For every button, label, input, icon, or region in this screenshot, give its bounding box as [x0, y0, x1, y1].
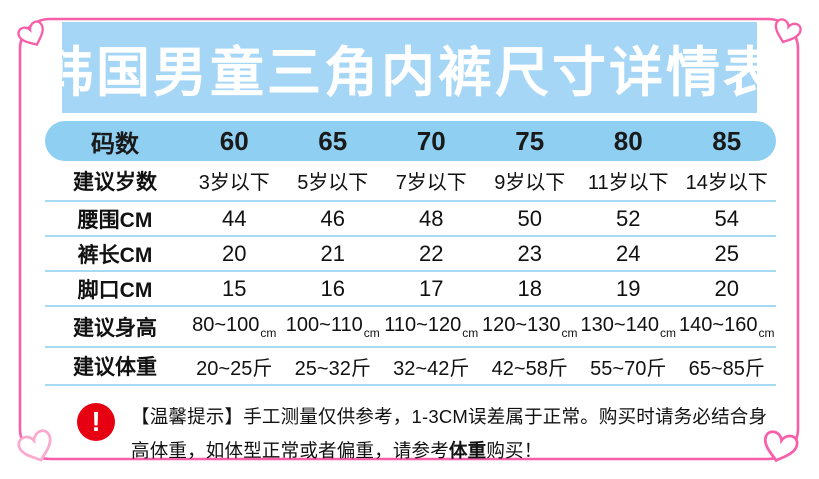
notice-line-1: 【温馨提示】手工测量仅供参考，1-3CM误差属于正常。购买时请务必结合身高体重，…	[131, 406, 768, 461]
value-cell: 25~32斤	[294, 357, 371, 380]
value-cell: 110~120cm	[382, 314, 481, 340]
value-cell: 54	[714, 205, 739, 231]
value-cell: 16	[320, 275, 345, 301]
value-cell: 19	[616, 275, 641, 301]
value-cell: 120~130cm	[481, 314, 580, 340]
row-label: 建议岁数	[73, 170, 157, 194]
table-row-ages: 建议岁数 3岁以下 5岁以下 7岁以下 9岁以下 11岁以下 14岁以下	[45, 161, 776, 202]
value-cell: 5岁以下	[297, 172, 369, 194]
table-row-weight: 建议体重 20~25斤 25~32斤 32~42斤 42~58斤 55~70斤 …	[45, 348, 776, 386]
header-size-cell: 75	[515, 125, 545, 156]
value-cell: 44	[222, 205, 247, 231]
height-range: 130~140	[580, 313, 659, 336]
height-range: 110~120	[384, 313, 462, 336]
notice-line-2-bold: 体重	[448, 440, 487, 461]
value-cell: 7岁以下	[395, 172, 467, 194]
notice-text: 【温馨提示】手工测量仅供参考，1-3CM误差属于正常。购买时请务必结合身高体重，…	[131, 400, 781, 468]
value-cell: 25	[714, 240, 739, 266]
header-label-sizes: 码数	[91, 130, 139, 158]
value-cell: 21	[320, 240, 345, 266]
notice-line-2-post: 购买！	[486, 440, 543, 461]
value-cell: 17	[419, 275, 444, 301]
value-cell: 14岁以下	[685, 172, 768, 194]
value-cell: 65~85斤	[688, 357, 765, 380]
header-size-cell: 85	[712, 125, 742, 156]
notice-line-2-pre: 体型正常或者偏重，请参考	[224, 440, 449, 461]
header-size-cell: 70	[416, 125, 446, 156]
height-range: 100~110	[285, 313, 363, 336]
value-cell: 55~70斤	[590, 357, 667, 380]
value-cell: 48	[419, 205, 444, 231]
value-cell: 100~110cm	[284, 314, 383, 340]
table-row-pant-length: 裤长CM 20 21 22 23 24 25	[45, 237, 776, 272]
value-cell: 9岁以下	[494, 172, 566, 194]
header-size-cell: 80	[613, 125, 643, 156]
height-unit: cm	[659, 325, 676, 340]
heart-icon	[15, 427, 58, 467]
table-header-row: 码数 60 65 70 75 80 85	[45, 121, 776, 161]
value-cell: 20	[714, 275, 739, 301]
value-cell: 15	[222, 275, 247, 301]
height-unit: cm	[260, 325, 277, 340]
height-range: 120~130	[482, 313, 561, 336]
value-cell: 18	[517, 275, 542, 301]
height-unit: cm	[758, 325, 775, 340]
row-label: 裤长CM	[77, 243, 153, 267]
table-row-height: 建议身高 80~100cm 100~110cm 110~120cm 120~13…	[45, 307, 776, 348]
value-cell: 22	[419, 240, 444, 266]
value-cell: 11岁以下	[587, 172, 669, 194]
value-cell: 140~160cm	[678, 314, 777, 340]
value-cell: 130~140cm	[579, 314, 678, 340]
height-unit: cm	[561, 325, 578, 340]
value-cell: 50	[517, 205, 542, 231]
table-row-leg-opening: 脚口CM 15 16 17 18 19 20	[45, 272, 776, 307]
value-cell: 20	[222, 240, 247, 266]
row-label: 建议体重	[73, 356, 157, 379]
height-unit: cm	[363, 325, 380, 340]
height-range: 140~160	[679, 313, 758, 336]
value-cell: 42~58斤	[491, 357, 568, 380]
height-unit: cm	[462, 325, 479, 340]
row-label: 脚口CM	[77, 278, 153, 302]
value-cell: 52	[616, 205, 641, 231]
value-cell: 80~100cm	[185, 314, 284, 340]
row-label: 腰围CM	[77, 208, 153, 232]
value-cell: 23	[517, 240, 542, 266]
page-title: 韩国男童三角内裤尺寸详情表	[39, 22, 777, 113]
value-cell: 3岁以下	[198, 172, 270, 194]
warning-icon: !	[77, 403, 115, 441]
header-size-cell: 60	[219, 125, 249, 156]
size-table-body: 建议岁数 3岁以下 5岁以下 7岁以下 9岁以下 11岁以下 14岁以下 腰围C…	[45, 161, 776, 386]
header-size-cell: 65	[318, 125, 348, 156]
height-range: 80~100	[192, 313, 260, 336]
value-cell: 24	[616, 240, 641, 266]
table-row-waist: 腰围CM 44 46 48 50 52 54	[45, 202, 776, 237]
value-cell: 20~25斤	[196, 357, 273, 380]
value-cell: 46	[320, 205, 345, 231]
value-cell: 32~42斤	[393, 357, 470, 380]
row-label: 建议身高	[73, 316, 157, 340]
